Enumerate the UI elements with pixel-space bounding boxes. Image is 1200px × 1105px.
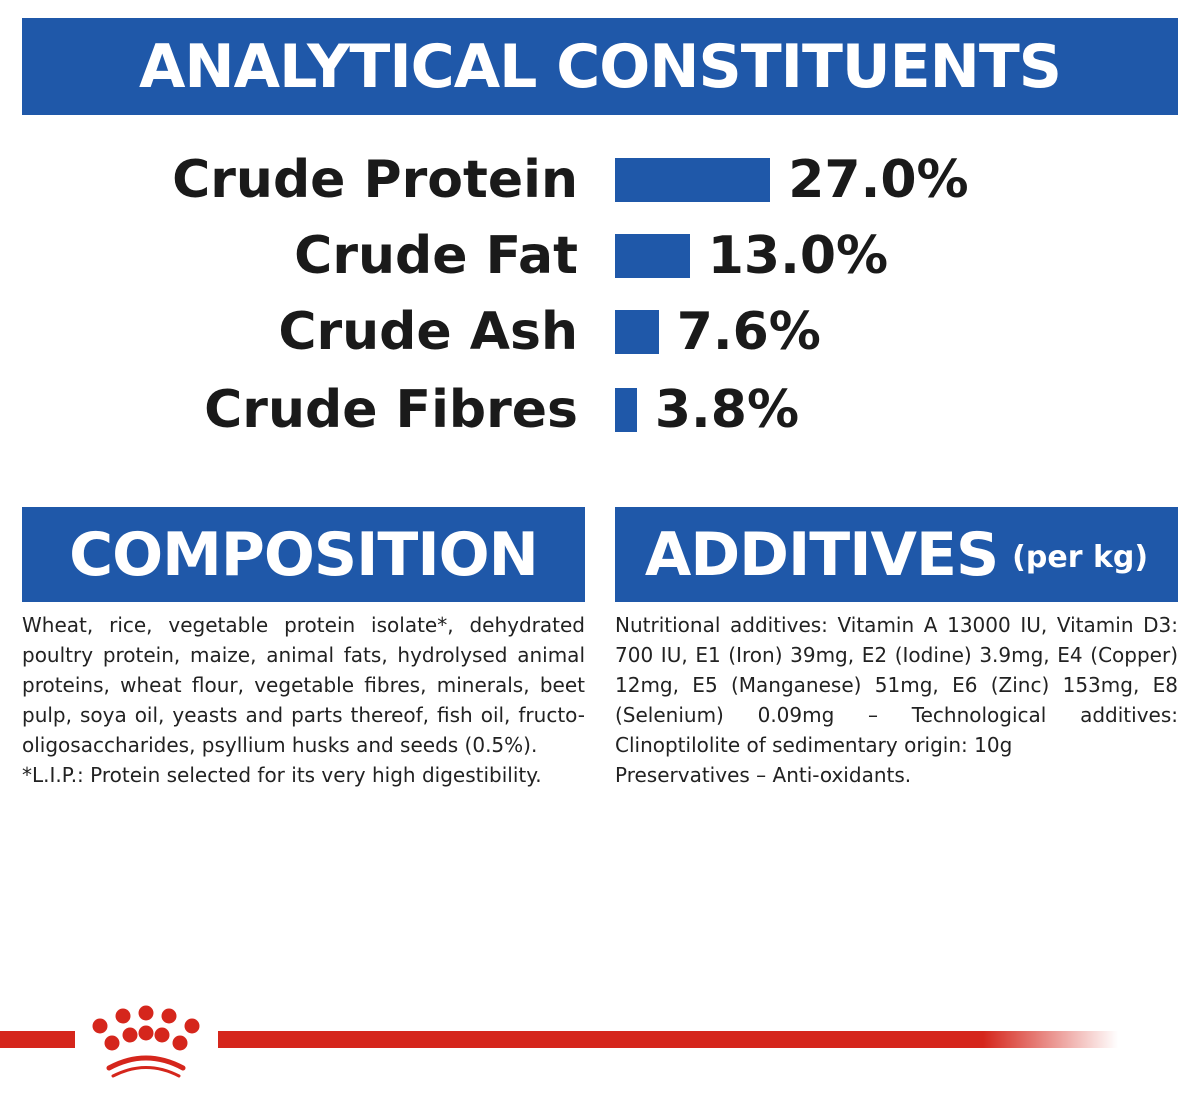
header-title: ANALYTICAL CONSTITUENTS <box>139 31 1062 102</box>
footer-red-line-left <box>0 1031 75 1048</box>
footer-red-line-right <box>218 1031 1118 1048</box>
analytical-constituents-header: ANALYTICAL CONSTITUENTS <box>22 18 1178 115</box>
composition-header: COMPOSITION <box>22 507 585 602</box>
composition-text: Wheat, rice, vegetable protein isolate*,… <box>22 610 585 790</box>
bar <box>615 310 659 354</box>
value-label: 27.0% <box>788 150 969 210</box>
bar <box>615 388 637 432</box>
crown-logo-icon <box>92 1005 200 1078</box>
composition-footnote: *L.I.P.: Protein selected for its very h… <box>22 763 542 787</box>
category-label: Crude Ash <box>278 302 578 362</box>
chart-row: Crude Protein 27.0% <box>0 150 1200 210</box>
additives-preservatives: Preservatives – Anti-oxidants. <box>615 763 912 787</box>
category-label: Crude Protein <box>172 150 578 210</box>
additives-text: Nutritional additives: Vitamin A 13000 I… <box>615 610 1178 790</box>
additives-header: ADDITIVES (per kg) <box>615 507 1178 602</box>
bar <box>615 234 690 278</box>
composition-ingredients: Wheat, rice, vegetable protein isolate*,… <box>22 613 585 757</box>
additives-subtitle: (per kg) <box>1012 540 1149 575</box>
chart-row: Crude Ash 7.6% <box>0 302 1200 362</box>
value-label: 13.0% <box>707 226 889 286</box>
additives-title: ADDITIVES <box>644 519 999 590</box>
chart-row: Crude Fibres 3.8% <box>0 380 1200 440</box>
value-label: 7.6% <box>676 302 821 362</box>
category-label: Crude Fat <box>294 226 578 286</box>
bar <box>615 158 771 202</box>
additives-list: Nutritional additives: Vitamin A 13000 I… <box>615 613 1178 757</box>
composition-title: COMPOSITION <box>69 519 539 590</box>
chart-row: Crude Fat 13.0% <box>0 226 1200 286</box>
value-label: 3.8% <box>654 380 800 440</box>
category-label: Crude Fibres <box>204 380 578 440</box>
